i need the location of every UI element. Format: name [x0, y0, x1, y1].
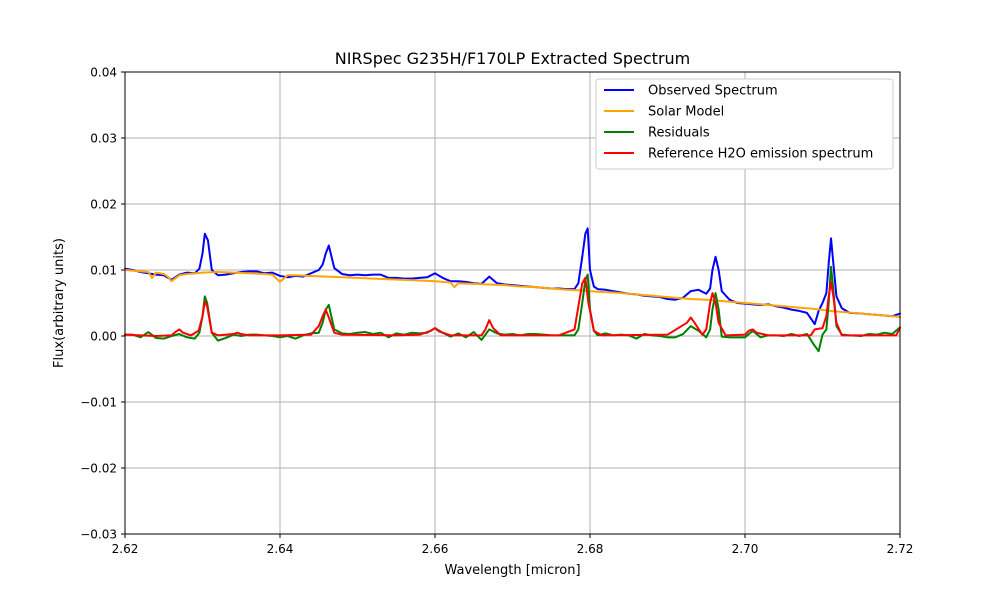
legend-entry-label: Observed Spectrum: [648, 84, 778, 99]
y-tick-label: 0.02: [90, 198, 117, 212]
plot-frame: [124, 71, 901, 535]
legend-entry-label: Residuals: [648, 126, 710, 141]
x-tick-label: 2.72: [887, 542, 914, 556]
legend-frame: [595, 78, 894, 170]
x-tick-label: 2.70: [732, 542, 759, 556]
x-axis-label: Wavelength [micron]: [444, 563, 580, 578]
axis-ticks: 2.62 2.64 2.66 2.68 2.70 2.72 −0.03 −0.02 −0.01 0…: [80, 66, 913, 557]
y-tick-label: −0.01: [80, 396, 117, 410]
chart-title: NIRSpec G235H/F170LP Extracted Spectrum: [335, 49, 691, 68]
x-tick-label: 2.68: [577, 542, 604, 556]
y-tick-label: −0.03: [80, 528, 117, 542]
legend-entry-label: Solar Model: [648, 105, 724, 120]
y-tick-label: 0.00: [90, 330, 117, 344]
y-tick-label: 0.04: [90, 66, 117, 80]
x-tick-label: 2.62: [112, 542, 139, 556]
legend-entry-label: Reference H2O emission spectrum: [648, 147, 873, 162]
series-lines: [124, 227, 901, 353]
y-tick-label: −0.02: [80, 462, 117, 476]
legend: Observed Spectrum Solar Model Residuals Ref…: [595, 78, 894, 170]
reference-h2o-line: [124, 276, 901, 337]
solar-model-line: [124, 269, 901, 318]
x-tick-label: 2.66: [422, 542, 449, 556]
x-tick-label: 2.64: [267, 542, 294, 556]
y-tick-label: 0.03: [90, 132, 117, 146]
y-tick-label: 0.01: [90, 264, 117, 278]
y-axis-label: Flux(arbitrary units): [52, 238, 67, 368]
